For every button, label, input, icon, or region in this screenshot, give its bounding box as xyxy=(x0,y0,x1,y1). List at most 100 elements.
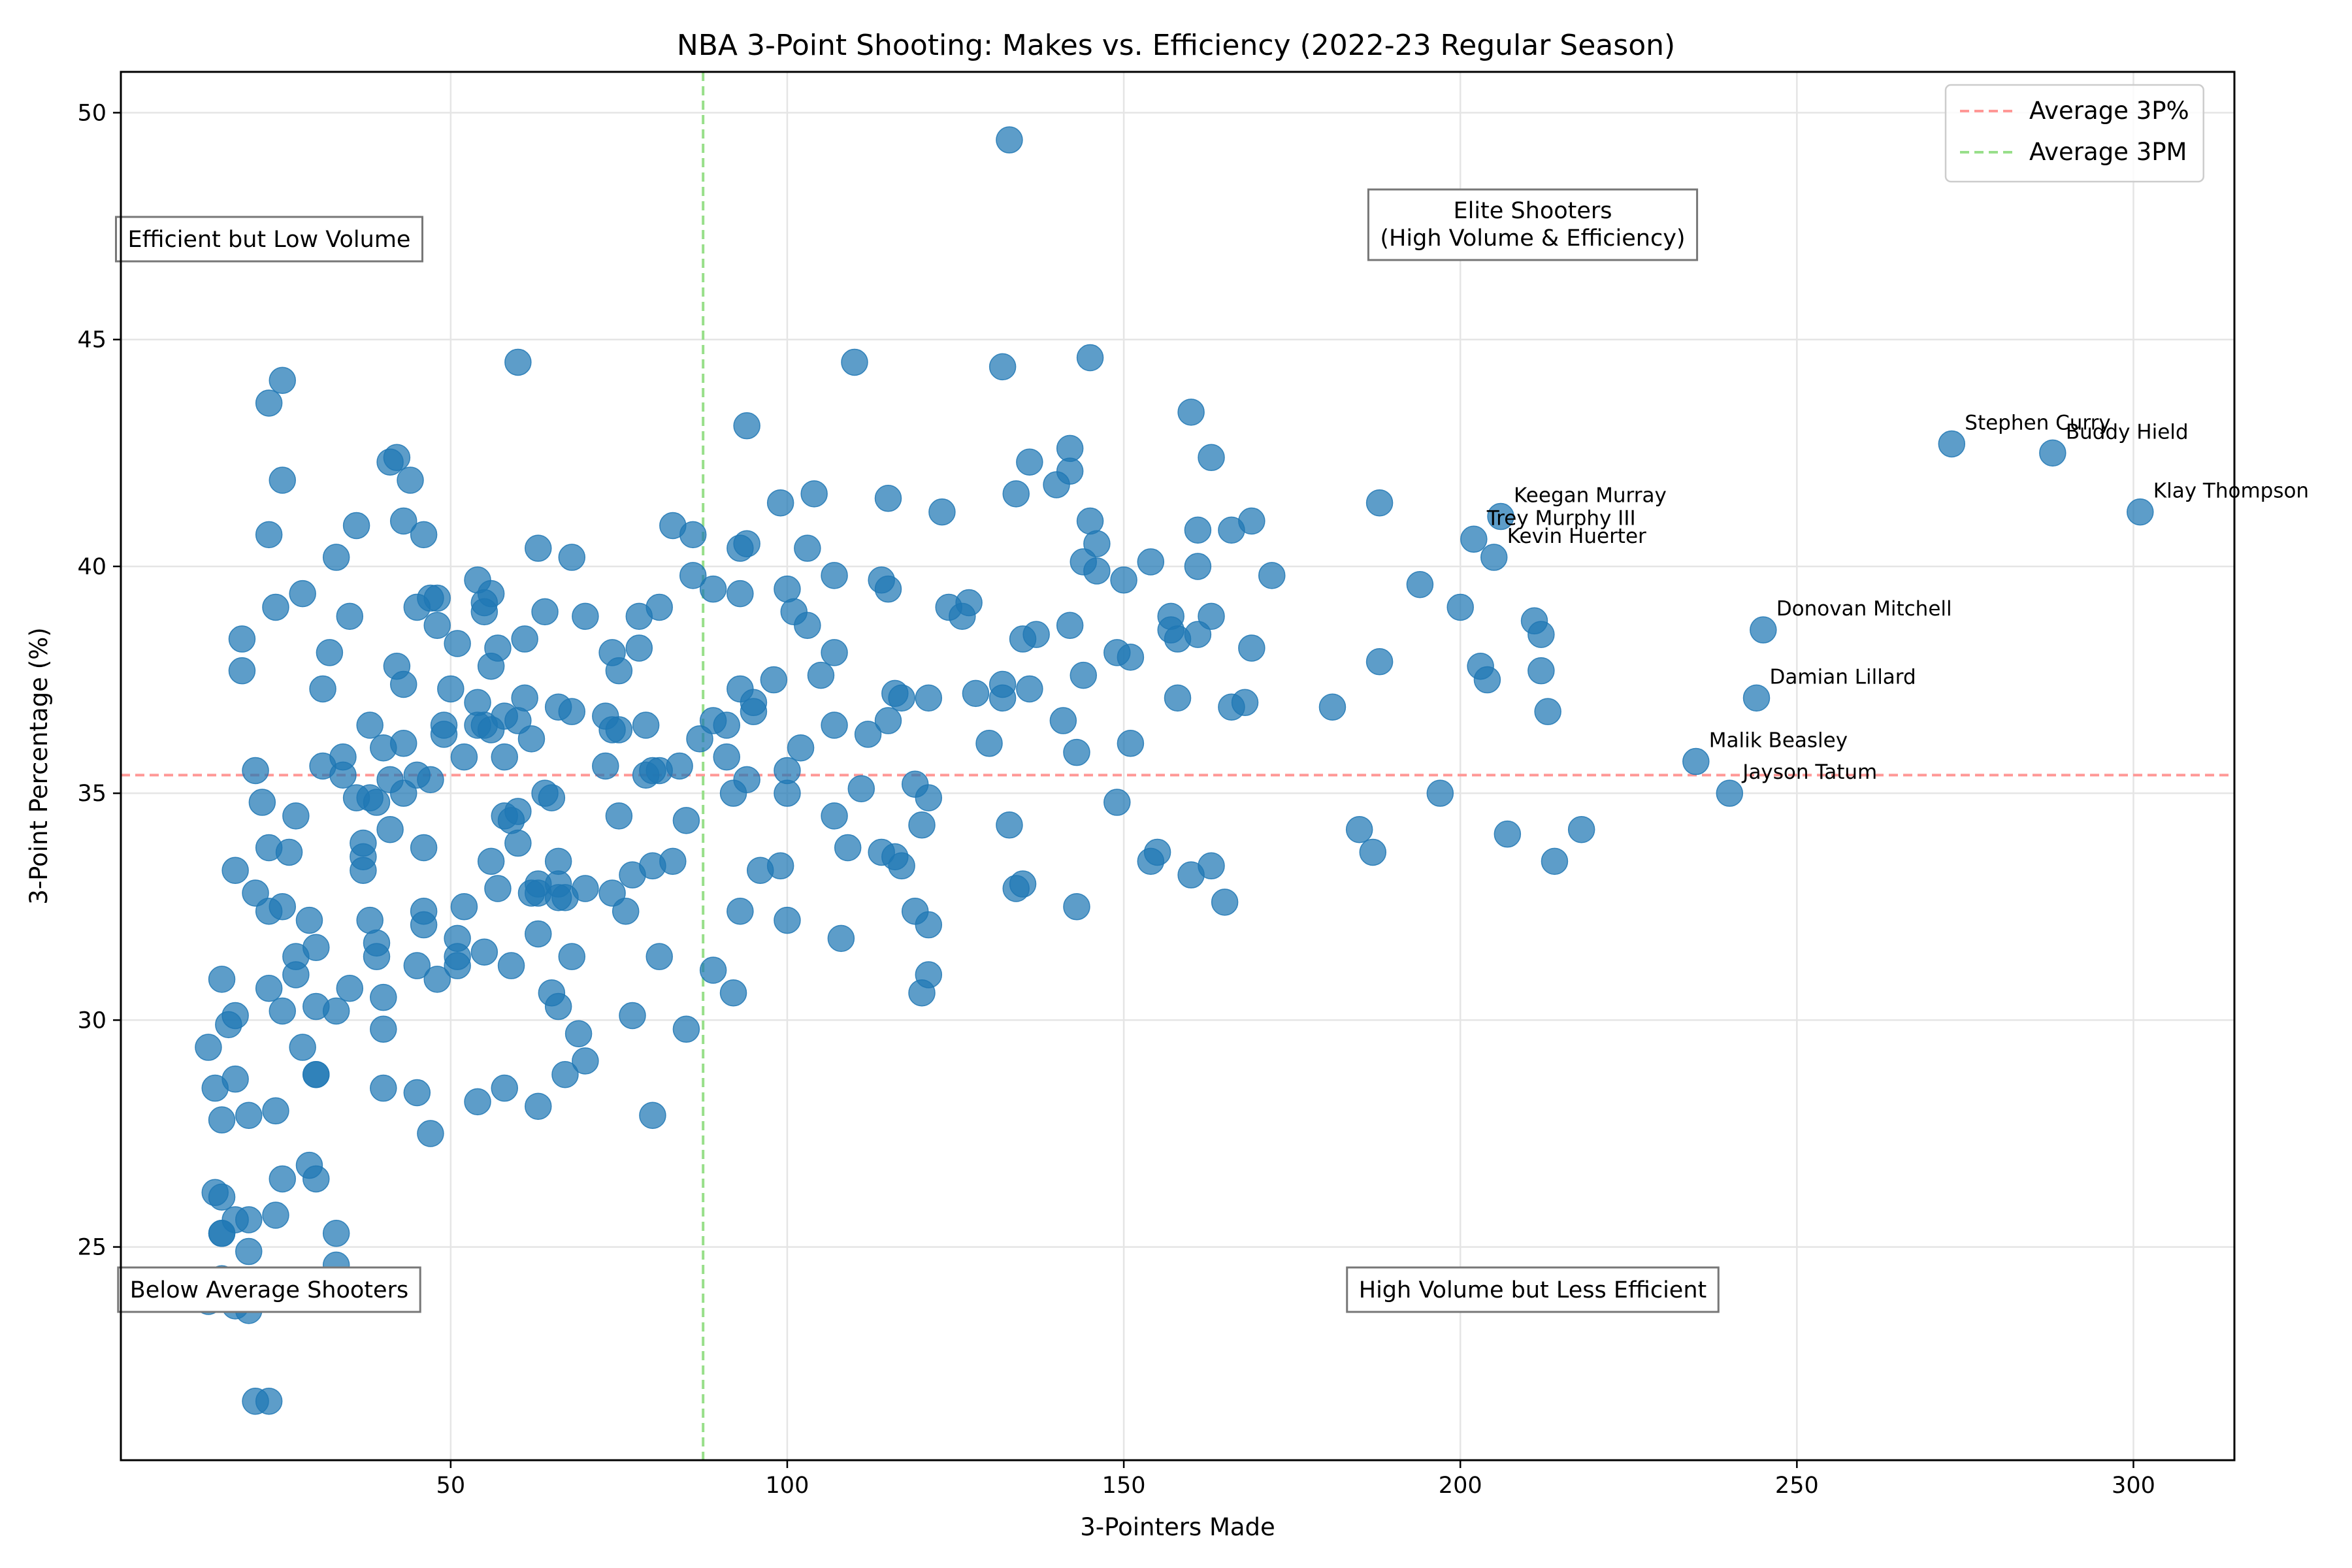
region-label-efficient-low-volume: Efficient but Low Volume xyxy=(128,227,411,253)
data-point xyxy=(517,725,546,753)
data-point xyxy=(1184,516,1212,544)
player-annotation: Jayson Tatum xyxy=(1741,760,1877,784)
region-label-top-left: Efficient but Low Volume xyxy=(115,216,423,263)
x-tick-label: 200 xyxy=(1439,1473,1482,1499)
data-point xyxy=(376,448,404,476)
data-point xyxy=(544,992,572,1021)
data-point xyxy=(1049,707,1077,734)
plot-frame xyxy=(120,71,2236,1462)
data-point xyxy=(605,716,633,743)
data-point xyxy=(302,934,330,962)
data-point xyxy=(1238,507,1266,535)
data-point xyxy=(403,593,431,621)
data-point xyxy=(605,657,633,685)
data-point xyxy=(659,847,687,875)
region-label-elite-shooters: Elite Shooters xyxy=(1453,198,1612,224)
data-point xyxy=(450,743,478,771)
data-point xyxy=(1365,648,1394,676)
region-label-below-average: Below Average Shooters xyxy=(130,1277,408,1303)
x-tick-label: 50 xyxy=(436,1473,466,1499)
data-point xyxy=(666,752,693,780)
data-point xyxy=(269,997,297,1025)
data-point xyxy=(410,834,438,862)
data-point xyxy=(1063,738,1090,766)
x-axis-label: 3-Pointers Made xyxy=(1080,1513,1275,1541)
y-tick-label: 35 xyxy=(77,781,106,807)
data-point xyxy=(766,489,794,517)
data-point xyxy=(1480,544,1508,571)
data-point xyxy=(807,661,835,689)
data-point xyxy=(1359,838,1387,866)
data-point xyxy=(342,512,370,540)
data-point xyxy=(1070,661,1098,689)
data-point xyxy=(592,752,619,780)
data-point xyxy=(1541,847,1569,875)
data-point xyxy=(632,711,660,739)
reference-lines xyxy=(121,72,2234,1460)
data-point xyxy=(221,1065,249,1093)
data-point xyxy=(544,884,572,911)
player-annotation: Damian Lillard xyxy=(1770,665,1916,689)
x-tick-label: 150 xyxy=(1102,1473,1146,1499)
data-point xyxy=(289,1034,316,1061)
data-point xyxy=(262,1097,289,1125)
data-point xyxy=(1184,621,1212,648)
data-point xyxy=(1110,566,1137,594)
data-point xyxy=(572,1047,599,1075)
x-tick-label: 300 xyxy=(2112,1473,2155,1499)
data-point xyxy=(1682,747,1710,776)
data-point xyxy=(282,961,310,988)
data-point xyxy=(727,897,754,925)
data-point xyxy=(733,412,760,440)
data-point xyxy=(221,1002,249,1030)
data-point xyxy=(417,766,444,794)
data-point xyxy=(336,602,364,630)
data-point xyxy=(888,684,915,712)
data-point xyxy=(1365,489,1394,517)
data-point xyxy=(558,943,586,970)
data-point xyxy=(1198,444,1225,472)
data-point xyxy=(262,593,289,621)
data-point xyxy=(302,1060,330,1088)
x-tick-label: 250 xyxy=(1775,1473,1819,1499)
legend: Average 3P% Average 3PM xyxy=(1944,84,2204,183)
data-point xyxy=(208,966,236,993)
y-tick-label: 50 xyxy=(77,101,106,127)
data-point xyxy=(888,852,915,880)
data-point xyxy=(794,612,821,639)
player-annotation: Kevin Huerter xyxy=(1507,525,1646,548)
data-point xyxy=(800,480,828,508)
data-point xyxy=(928,498,956,526)
data-point xyxy=(1076,507,1104,535)
y-tick-label: 30 xyxy=(77,1007,106,1034)
data-point xyxy=(208,1183,236,1211)
data-point xyxy=(1494,820,1522,848)
data-points xyxy=(195,126,2154,1415)
data-point xyxy=(309,675,336,703)
region-label-top-right: Elite Shooters (High Volume & Efficiency… xyxy=(1367,188,1699,261)
data-point xyxy=(397,466,424,494)
data-point xyxy=(1218,693,1245,721)
data-point xyxy=(1198,852,1225,880)
legend-label-avg-3p-pct: Average 3P% xyxy=(2029,97,2189,125)
data-point xyxy=(1177,399,1205,426)
data-point xyxy=(477,847,505,875)
data-point xyxy=(1016,448,1043,476)
data-point xyxy=(1056,612,1084,639)
data-point xyxy=(444,630,471,657)
data-point xyxy=(195,1034,222,1061)
data-point xyxy=(255,521,283,549)
data-point xyxy=(1117,730,1145,757)
player-annotation: Buddy Hield xyxy=(2066,420,2189,444)
data-point xyxy=(645,593,673,621)
data-point xyxy=(854,721,882,748)
data-point xyxy=(2127,498,2154,526)
data-point xyxy=(1318,693,1347,721)
data-point xyxy=(450,893,478,921)
player-annotation: Klay Thompson xyxy=(2153,480,2309,503)
data-point xyxy=(370,1074,397,1102)
data-point xyxy=(774,906,801,934)
data-point xyxy=(713,711,740,739)
data-point xyxy=(1137,847,1165,875)
